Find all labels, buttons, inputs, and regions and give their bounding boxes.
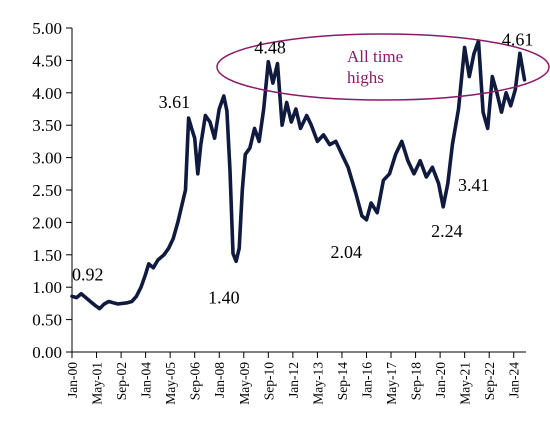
series-layer: [70, 39, 527, 311]
y-tick-label: 3.00: [32, 149, 62, 168]
y-tick-label: 2.00: [32, 213, 62, 232]
data-label: 0.92: [72, 264, 104, 284]
data-labels: 0.92 3.61 1.40 4.48 2.04 2.24 3.41 4.61: [72, 29, 533, 307]
x-tick-label: Jan-16: [359, 362, 374, 398]
y-tick-label: 1.00: [32, 278, 62, 297]
y-tick-label: 4.50: [32, 51, 62, 70]
y-tick-label: 0.00: [32, 343, 62, 362]
annotation-text-line-2: highs: [347, 68, 384, 87]
y-tick-label: 3.50: [32, 116, 62, 135]
y-tick-label: 4.00: [32, 84, 62, 103]
x-tick-label: Jan-12: [286, 362, 301, 398]
x-tick-label: Sep-02: [114, 362, 129, 400]
annotation-ellipse: [216, 33, 550, 101]
x-tick-label: Jan-00: [65, 362, 80, 398]
data-label: 2.24: [431, 221, 463, 241]
x-axis: Jan-00 May-01 Sep-02 Jan-04 May-05 Sep-06 Jan-…: [65, 351, 526, 405]
data-label: 3.41: [458, 175, 490, 195]
y-axis: 0.00 0.50 1.00 1.50 2.00 2.50 3.00 3.50 4.00 4.50…: [32, 19, 73, 362]
series-line: [70, 39, 527, 311]
x-tick-label: May-21: [458, 362, 473, 405]
data-label: 3.61: [159, 92, 191, 112]
x-tick-label: Sep-14: [335, 362, 350, 400]
x-tick-label: May-01: [90, 362, 105, 405]
x-tick-label: Sep-22: [482, 362, 497, 400]
x-tick-label: Sep-10: [261, 362, 276, 400]
x-tick-label: Jan-04: [139, 362, 154, 398]
y-tick-label: 0.50: [32, 311, 62, 330]
x-tick-label: May-05: [163, 362, 178, 405]
x-tick-label: Sep-18: [409, 362, 424, 400]
x-tick-label: Jan-24: [507, 362, 522, 398]
y-tick-label: 1.50: [32, 246, 62, 265]
data-label: 1.40: [208, 287, 240, 307]
data-label: 2.04: [330, 242, 362, 262]
data-label: 4.61: [502, 29, 534, 49]
y-tick-label: 5.00: [32, 19, 62, 38]
x-tick-label: May-09: [237, 362, 252, 405]
x-tick-label: Jan-20: [433, 362, 448, 398]
annotation-text-line-1: All time: [347, 47, 403, 66]
x-tick-label: May-13: [310, 362, 325, 405]
y-tick-label: 2.50: [32, 181, 62, 200]
x-tick-label: May-17: [384, 362, 399, 405]
x-tick-label: Jan-08: [212, 362, 227, 398]
data-label: 4.48: [254, 38, 286, 58]
x-tick-label: Sep-06: [188, 362, 203, 400]
all-time-highs-annotation: All time highs: [216, 33, 550, 101]
